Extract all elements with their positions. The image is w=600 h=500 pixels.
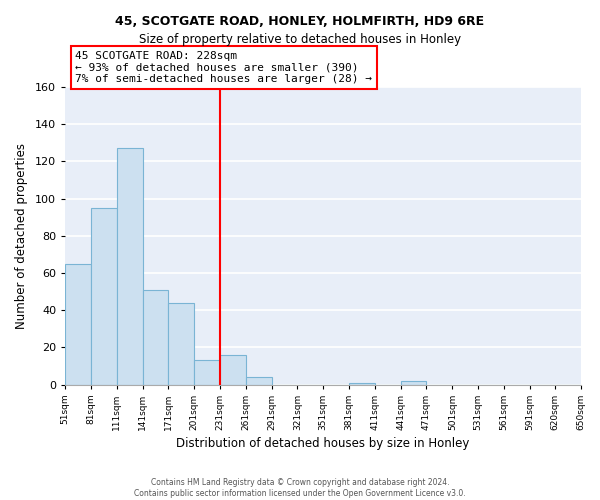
Title: 45, SCOTGATE ROAD, HONLEY, HOLMFIRTH, HD9 6RE
Size of property relative to detac: 45, SCOTGATE ROAD, HONLEY, HOLMFIRTH, HD… bbox=[0, 499, 1, 500]
Text: Contains HM Land Registry data © Crown copyright and database right 2024.
Contai: Contains HM Land Registry data © Crown c… bbox=[134, 478, 466, 498]
Text: 45 SCOTGATE ROAD: 228sqm
← 93% of detached houses are smaller (390)
7% of semi-d: 45 SCOTGATE ROAD: 228sqm ← 93% of detach… bbox=[76, 51, 373, 84]
Bar bbox=[91, 208, 117, 384]
Bar bbox=[194, 360, 220, 384]
Bar bbox=[65, 264, 91, 384]
Bar bbox=[401, 381, 427, 384]
Y-axis label: Number of detached properties: Number of detached properties bbox=[15, 143, 28, 329]
X-axis label: Distribution of detached houses by size in Honley: Distribution of detached houses by size … bbox=[176, 437, 469, 450]
Bar bbox=[246, 377, 272, 384]
Text: Size of property relative to detached houses in Honley: Size of property relative to detached ho… bbox=[139, 32, 461, 46]
Bar bbox=[117, 148, 143, 384]
Text: 45, SCOTGATE ROAD, HONLEY, HOLMFIRTH, HD9 6RE: 45, SCOTGATE ROAD, HONLEY, HOLMFIRTH, HD… bbox=[115, 15, 485, 28]
Bar bbox=[169, 303, 194, 384]
Bar bbox=[220, 355, 246, 384]
Bar bbox=[143, 290, 169, 384]
Bar bbox=[349, 383, 375, 384]
